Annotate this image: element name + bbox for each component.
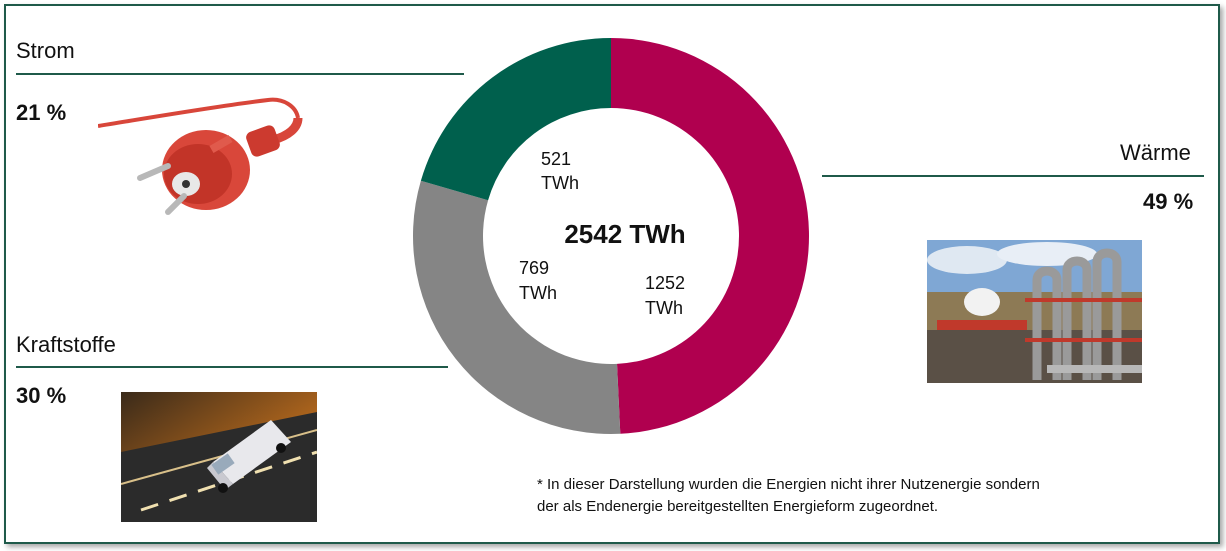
truck-on-road-photo — [121, 392, 317, 522]
strom-title: Strom — [16, 38, 75, 63]
donut-slice-strom — [420, 38, 611, 201]
strom-value-unit: TWh — [541, 173, 579, 193]
strom-value-label: 521 TWh — [541, 149, 579, 193]
strom-percent: 21 % — [16, 100, 67, 125]
slice-group — [413, 38, 809, 434]
footnote-line-1: * In dieser Darstellung wurden die Energ… — [537, 476, 1040, 493]
strom-rule — [16, 73, 464, 75]
geothermal-plant-photo — [927, 240, 1142, 383]
strom-value-number: 521 — [541, 149, 571, 169]
footnote-line-2: der als Endenergie bereitgestellten Ener… — [537, 498, 939, 515]
waerme-rule — [822, 175, 1204, 177]
total-label: 2542 TWh — [564, 219, 685, 249]
footnote: * In dieser Darstellung wurden die Energ… — [537, 474, 1177, 518]
kraftstoffe-value-unit: TWh — [519, 283, 557, 303]
donut-slice-waerme — [611, 38, 809, 434]
kraftstoffe-title: Kraftstoffe — [16, 332, 116, 357]
kraftstoffe-value-number: 769 — [519, 258, 549, 278]
kraftstoffe-percent: 30 % — [16, 383, 67, 408]
waerme-value-number: 1252 — [645, 273, 685, 293]
waerme-value-unit: TWh — [645, 298, 683, 318]
kraftstoffe-value-label: 769 TWh — [519, 258, 557, 303]
donut-chart: 2542 TWh 521 TWh 769 TWh 1252 TWh — [413, 38, 809, 434]
kraftstoffe-rule — [16, 366, 448, 368]
power-plug-photo — [98, 88, 303, 218]
waerme-title: Wärme — [1120, 140, 1191, 165]
waerme-value-label: 1252 TWh — [645, 273, 685, 318]
waerme-percent: 49 % — [1143, 189, 1194, 214]
donut-slice-kraftstoffe — [413, 180, 621, 434]
